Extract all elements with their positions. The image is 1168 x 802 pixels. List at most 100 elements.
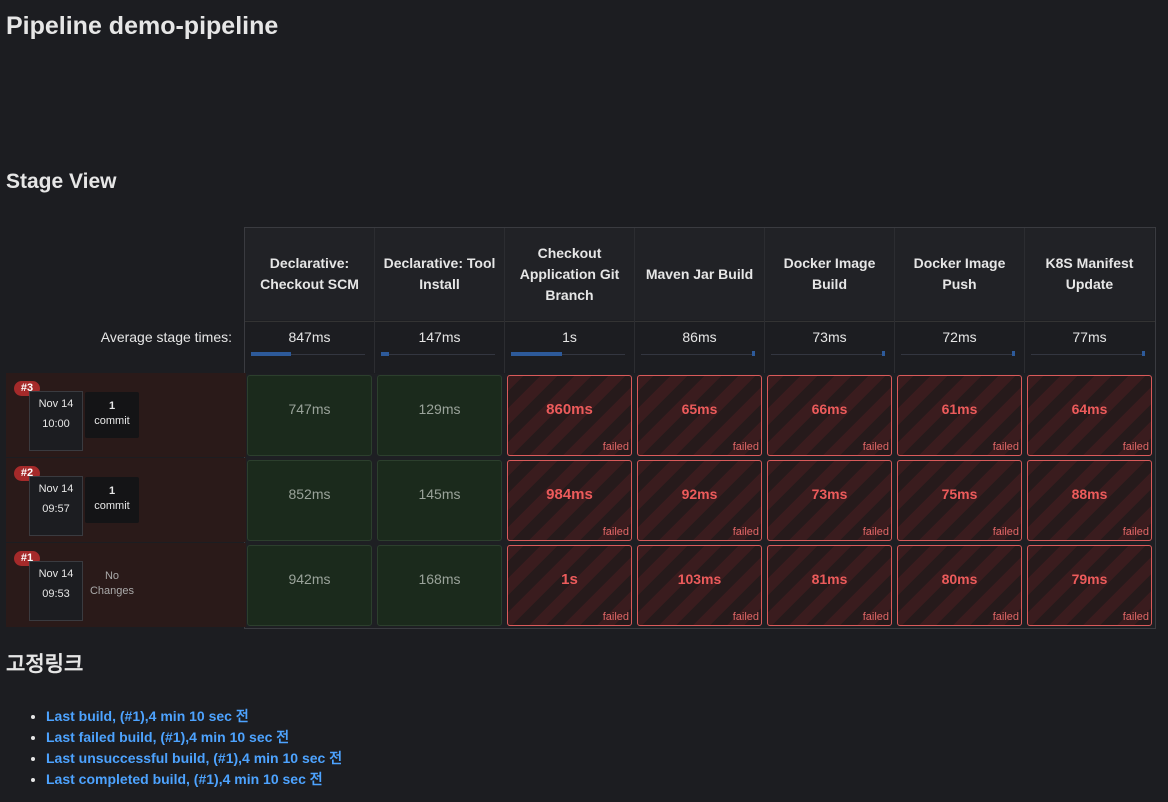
stage-cell-failed[interactable]: 860ms failed [507,375,632,456]
stage-cell-failed[interactable]: 75ms failed [897,460,1022,541]
build-changes: No Changes [85,562,139,608]
stage-cell-success[interactable]: 168ms [377,545,502,626]
stage-status-label: failed [602,526,629,538]
stage-header: Docker Image Push [895,228,1024,320]
stage-view-title: Stage View [6,170,117,193]
build-timestamp: Nov 14 09:57 [29,476,83,536]
stage-cell-failed[interactable]: 92ms failed [637,460,762,541]
stage-status-label: failed [1122,611,1149,623]
average-time-track [381,354,495,355]
stage-cell-failed[interactable]: 88ms failed [1027,460,1152,541]
permalink-link[interactable]: Last build, (#1),4 min 10 sec 전 [46,708,249,724]
stage-average-time: 147ms [375,322,504,372]
stage-cell-failed[interactable]: 66ms failed [767,375,892,456]
permalinks-list: Last build, (#1),4 min 10 sec 전 Last fail… [28,706,342,790]
build-changes[interactable]: 1 commit [85,477,139,523]
stage-status-label: failed [602,441,629,453]
stage-cell-failed[interactable]: 79ms failed [1027,545,1152,626]
stage-status-label: failed [992,611,1019,623]
average-time-track [1031,354,1145,355]
build-time: 09:53 [42,588,70,600]
average-time-bar [511,352,562,356]
stage-status-label: failed [732,441,759,453]
stage-status-label: failed [602,611,629,623]
permalinks-title: 고정링크 [6,653,84,676]
stage-cell-success[interactable]: 129ms [377,375,502,456]
stage-cell-failed[interactable]: 73ms failed [767,460,892,541]
column-divider [374,228,375,373]
permalink-link[interactable]: Last failed build, (#1),4 min 10 sec 전 [46,729,290,745]
permalink-link[interactable]: Last unsuccessful build, (#1),4 min 10 s… [46,750,343,766]
average-time-bar [381,352,389,356]
stage-average-time: 73ms [765,322,894,372]
stage-average-time: 1s [505,322,634,372]
average-time-bar [1142,351,1145,356]
stage-status-label: failed [992,526,1019,538]
stage-average-time: 847ms [245,322,374,372]
stage-cell-failed[interactable]: 61ms failed [897,375,1022,456]
stage-cell-success[interactable]: 145ms [377,460,502,541]
stage-duration: 984ms [546,486,593,503]
build-time: 10:00 [42,418,70,430]
build-date: Nov 14 [38,483,74,495]
changes-count: 1 [108,400,116,412]
stage-status-label: failed [862,526,889,538]
permalink-link[interactable]: Last completed build, (#1),4 min 10 sec … [46,771,323,787]
stage-status-label: failed [1122,526,1149,538]
stage-cell-failed[interactable]: 65ms failed [637,375,762,456]
stage-duration: 80ms [941,571,978,587]
stage-duration: 81ms [811,571,848,587]
stage-duration: 1s [561,571,578,588]
average-time-value: 86ms [682,329,717,345]
stage-duration: 168ms [418,571,461,587]
stage-duration: 92ms [681,486,718,502]
stage-duration: 103ms [677,571,722,587]
stage-duration: 145ms [418,486,461,502]
stage-header: Docker Image Build [765,228,894,320]
stage-duration: 852ms [288,486,331,502]
stage-cell-failed[interactable]: 64ms failed [1027,375,1152,456]
average-time-track [771,354,885,355]
build-date: Nov 14 [38,568,74,580]
stage-cell-failed[interactable]: 984ms failed [507,460,632,541]
stage-cell-failed[interactable]: 80ms failed [897,545,1022,626]
average-stage-times-label: Average stage times: [100,329,232,345]
average-time-bar [1012,351,1015,356]
stage-duration: 860ms [546,401,593,418]
stage-header: Maven Jar Build [635,228,764,320]
stage-cell-failed[interactable]: 1s failed [507,545,632,626]
column-divider [504,228,505,373]
changes-count: No [104,570,120,582]
stage-cell-success[interactable]: 942ms [247,545,372,626]
permalink-item: Last failed build, (#1),4 min 10 sec 전 [46,727,342,748]
average-time-value: 147ms [418,329,461,345]
average-row [245,321,1155,374]
stage-average-time: 86ms [635,322,764,372]
stage-cell-failed[interactable]: 103ms failed [637,545,762,626]
changes-count: 1 [108,485,116,497]
stage-header: Declarative: Tool Install [375,228,504,320]
stage-cell-failed[interactable]: 81ms failed [767,545,892,626]
stage-header: Declarative: Checkout SCM [245,228,374,320]
average-time-value: 1s [562,329,577,345]
stage-header: Checkout Application Git Branch [505,228,634,320]
stage-view: Average stage times: Declarative: Checko… [6,227,1156,629]
stage-duration: 61ms [941,401,978,417]
build-timestamp: Nov 14 09:53 [29,561,83,621]
stage-status-label: failed [1122,441,1149,453]
stage-cell-success[interactable]: 852ms [247,460,372,541]
column-divider [634,228,635,373]
changes-label: commit [94,415,130,427]
build-time: 09:57 [42,503,70,515]
stage-duration: 942ms [288,571,331,587]
stage-duration: 747ms [288,401,331,417]
stage-status-label: failed [862,441,889,453]
stage-duration: 75ms [941,486,978,502]
build-changes[interactable]: 1 commit [85,392,139,438]
stage-duration: 79ms [1071,571,1108,587]
stage-cell-success[interactable]: 747ms [247,375,372,456]
stage-average-time: 72ms [895,322,1024,372]
stage-status-label: failed [992,441,1019,453]
stage-duration: 73ms [811,486,848,502]
permalink-item: Last build, (#1),4 min 10 sec 전 [46,706,342,727]
